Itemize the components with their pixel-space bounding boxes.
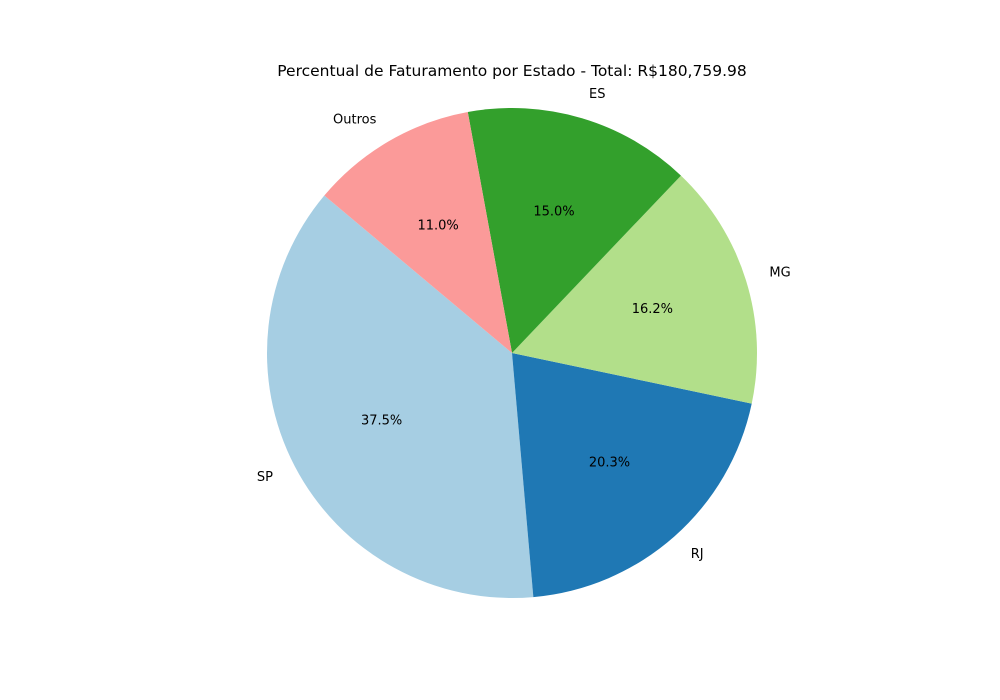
slice-percent-outros: 11.0%: [417, 219, 458, 234]
pie-labels: SP 37.5% RJ 20.3% MG 16.2% ES 15.0% Outros 11.0%: [257, 87, 791, 562]
slice-label-mg: MG: [769, 266, 790, 281]
slice-percent-mg: 16.2%: [632, 302, 673, 317]
pie-slice-sp: [267, 195, 534, 599]
pie-slice-es: [467, 107, 681, 353]
pie-slice-outros: [324, 112, 512, 354]
chart-title: Percentual de Faturamento por Estado - T…: [277, 62, 746, 80]
slice-label-sp: SP: [257, 470, 273, 485]
slice-percent-es: 15.0%: [533, 205, 574, 220]
slice-label-outros: Outros: [333, 113, 377, 128]
slice-label-rj: RJ: [691, 547, 704, 562]
pie-slice-rj: [512, 353, 752, 598]
slice-percent-rj: 20.3%: [589, 456, 630, 471]
slice-label-es: ES: [589, 87, 605, 102]
pie-slices: [267, 107, 758, 599]
pie-slice-mg: [512, 175, 758, 404]
slice-percent-sp: 37.5%: [361, 413, 402, 428]
